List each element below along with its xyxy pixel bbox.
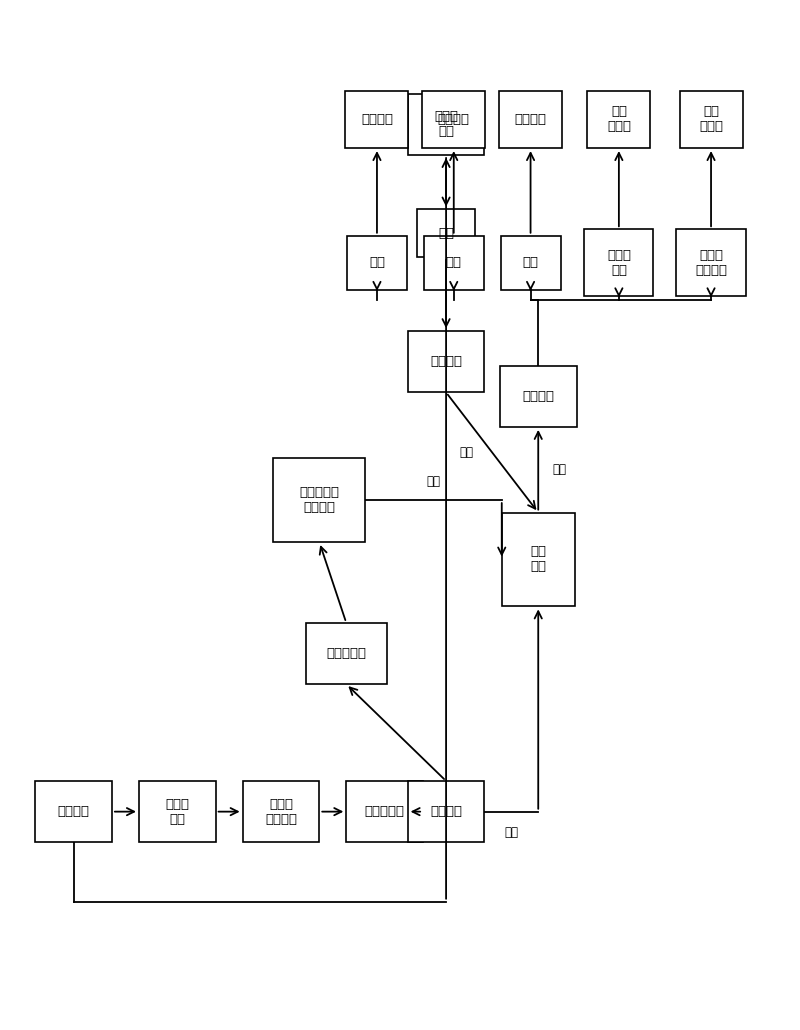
Bar [584,230,654,297]
Text: 数据预处理: 数据预处理 [365,805,405,818]
Text: 粘结: 粘结 [446,256,462,270]
Bar [501,236,561,290]
Text: 正常拉坯: 正常拉坯 [361,113,393,126]
Text: 纵裂: 纵裂 [522,256,538,270]
Bar [35,781,112,843]
Text: 小波包
特征提取: 小波包 特征提取 [265,797,297,826]
Bar [346,781,423,843]
Text: 维护
结晶器: 维护 结晶器 [699,105,723,134]
Bar [679,91,742,148]
Text: 输出: 输出 [552,464,566,476]
Text: 训练样本: 训练样本 [430,805,462,818]
Bar [422,91,486,148]
Bar [418,209,475,256]
Bar [139,781,216,843]
Text: 粒子群算法: 粒子群算法 [326,647,366,660]
Text: 拉坯阻力: 拉坯阻力 [430,355,462,369]
Text: 小波包
降噪: 小波包 降噪 [166,797,190,826]
Text: 正常: 正常 [369,256,385,270]
Text: 训练: 训练 [426,475,441,488]
Text: 逻辑: 逻辑 [438,227,454,240]
Bar [306,623,386,684]
Text: 支持向量机
训练参数: 支持向量机 训练参数 [299,486,339,514]
Bar [424,236,484,290]
Text: 保护渣
异常: 保护渣 异常 [607,249,631,277]
Text: 更换
保护渣: 更换 保护渣 [607,105,631,134]
Bar [346,91,409,148]
Text: 识别结果: 识别结果 [522,389,554,403]
Bar [500,366,577,427]
Text: 降低拉速: 降低拉速 [438,113,470,126]
Text: 识别
模型: 识别 模型 [530,546,546,574]
Bar [274,458,366,542]
Bar [677,230,746,297]
Bar [242,781,319,843]
Text: 训练: 训练 [504,826,518,839]
Bar [499,91,562,148]
Bar [408,94,485,156]
Bar [408,781,485,843]
Text: 结晶器
需要维护: 结晶器 需要维护 [695,249,727,277]
Bar [502,513,574,607]
Bar [408,331,485,392]
Bar [587,91,650,148]
Text: 输入: 输入 [460,446,474,459]
Text: 传感器
采集: 传感器 采集 [434,110,458,138]
Text: 降低拉速: 降低拉速 [514,113,546,126]
Bar [347,236,407,290]
Text: 历史数据: 历史数据 [58,805,90,818]
